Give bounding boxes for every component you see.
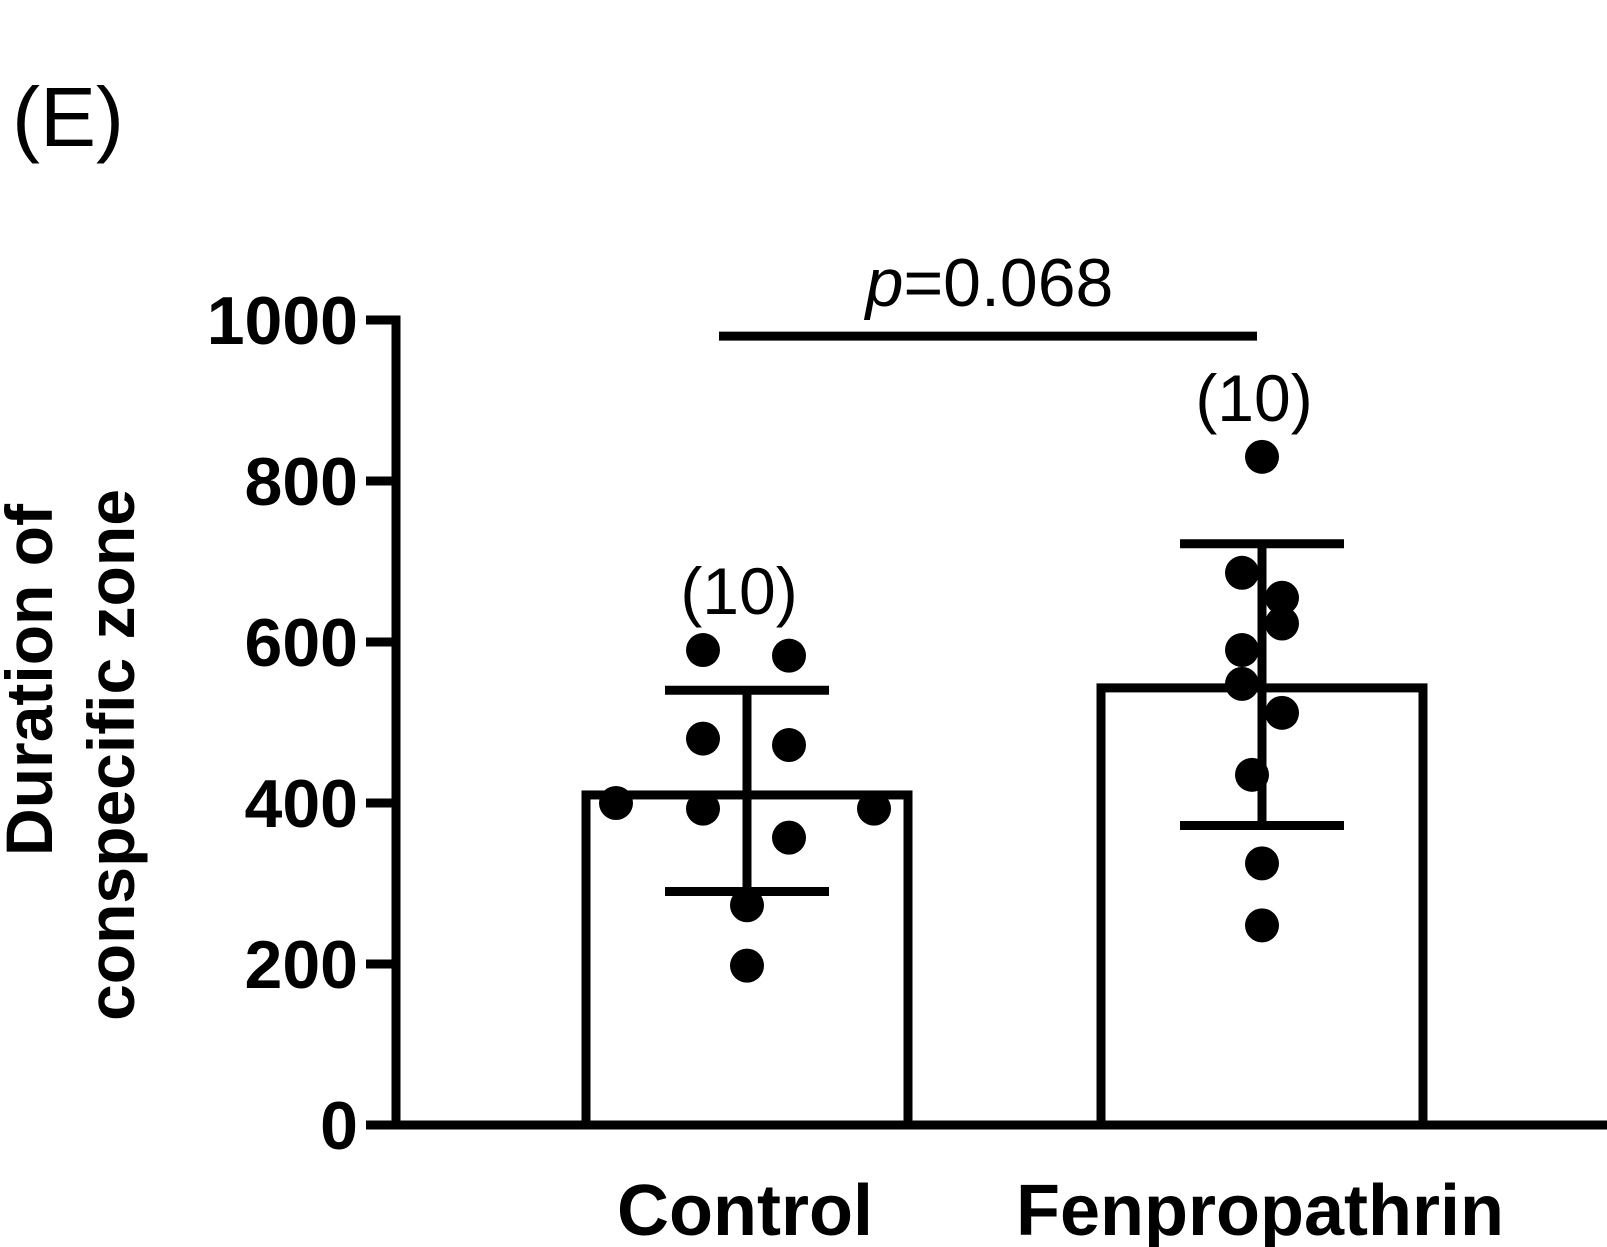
y-axis-ticks: 0 200 400 600 800 1000 [207,283,396,1164]
y-tick-label-0: 0 [320,1088,358,1164]
data-point-control-4 [772,728,806,763]
y-tick-label-800: 800 [245,444,358,520]
data-point-control-7 [857,791,891,826]
data-point-control-1 [686,633,720,668]
sample-size-label-fenpropathrin: (10) [1195,361,1312,435]
x-label-control: Control [617,1171,873,1247]
data-point-fenpropathrin-10 [1245,908,1279,943]
error-bars [665,539,1344,897]
panel-label: (E) [12,70,124,164]
data-point-fenpropathrin-1 [1245,439,1279,474]
sample-size-label-control: (10) [680,554,797,628]
data-point-fenpropathrin-8 [1235,757,1269,792]
y-axis-label: Duration of conspecific zone [0,489,148,1021]
data-point-control-6 [686,791,720,826]
data-point-fenpropathrin-4 [1265,606,1299,641]
data-point-control-5 [599,786,633,820]
x-axis-category-labels: Control Fenpropathrin [617,1171,1504,1247]
data-point-control-10 [730,948,764,983]
y-axis-label-line-2: conspecific zone [74,489,148,1021]
significance-annotation: p=0.068 [719,245,1257,341]
y-tick-label-600: 600 [245,605,358,681]
y-tick-label-1000: 1000 [207,283,358,359]
data-point-fenpropathrin-5 [1225,633,1259,668]
y-tick-label-200: 200 [245,927,358,1003]
data-point-fenpropathrin-7 [1265,695,1299,730]
p-symbol: p [864,245,904,321]
data-point-control-8 [772,820,806,855]
data-point-fenpropathrin-6 [1225,666,1259,701]
bars [581,683,1428,1130]
data-point-fenpropathrin-3 [1265,580,1299,615]
p-value: =0.068 [903,245,1113,321]
data-point-control-3 [686,721,720,756]
x-label-fenpropathrin: Fenpropathrin [1016,1171,1504,1247]
p-value-label: p=0.068 [864,245,1114,321]
axes [366,315,1607,1130]
data-points [599,439,1299,983]
y-axis-label-line-1: Duration of [0,503,66,856]
sample-size-labels: (10) (10) [680,361,1312,628]
y-tick-label-400: 400 [245,766,358,842]
data-point-control-9 [730,888,764,923]
data-point-fenpropathrin-2 [1225,555,1259,590]
data-point-control-2 [772,638,806,673]
data-point-fenpropathrin-9 [1245,846,1279,881]
